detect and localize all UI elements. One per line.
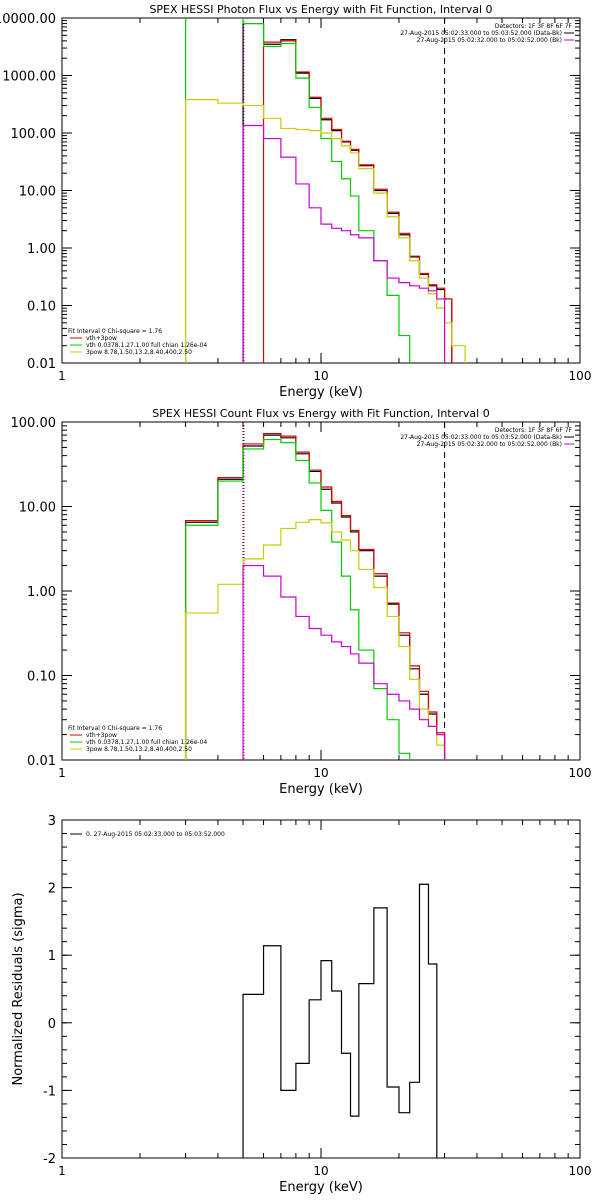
chart-title: SPEX HESSI Count Flux vs Energy with Fit…	[152, 407, 489, 420]
panel-1: SPEX HESSI Photon Flux vs Energy with Fi…	[0, 3, 592, 400]
detectors-label: Detectors: 1F 3F 8F 6F 7F	[495, 23, 573, 30]
time-range-label: 27-Aug-2015 05:02:32.000 to 05:02:52.000…	[417, 441, 562, 448]
legend-entry: 0. 27-Aug-2015 05:02:33.000 to 05:03:52.…	[86, 831, 225, 838]
chart-title: SPEX HESSI Photon Flux vs Energy with Fi…	[149, 3, 492, 16]
series-histogram-3	[184, 438, 411, 760]
legend-entry: vth+3pow	[86, 335, 117, 342]
y-tick-label: 3	[48, 814, 56, 829]
time-range-label: 27-Aug-2015 05:02:33.000 to 05:03:52.000…	[400, 30, 562, 37]
y-tick-label: 100.00	[11, 127, 57, 142]
series-histogram-5	[242, 564, 446, 760]
y-tick-label: 0	[48, 1017, 56, 1032]
y-tick-label: 1	[48, 949, 56, 964]
series-histogram-1	[242, 22, 453, 363]
x-tick-label: 10	[313, 1164, 328, 1178]
series-histogram-2	[262, 40, 453, 363]
plot-area	[184, 18, 466, 363]
x-axis-label: Energy (keV)	[279, 1180, 363, 1195]
y-tick-label: 100.00	[11, 416, 57, 431]
y-tick-label: 2	[48, 882, 56, 897]
fit-header: Fit Interval 0 Chi-square = 1.76	[68, 725, 162, 732]
series-histogram-4	[184, 518, 446, 760]
series-histogram-2	[184, 432, 446, 760]
fit-header: Fit Interval 0 Chi-square = 1.76	[68, 328, 162, 335]
series-histogram-1	[184, 434, 446, 760]
series-histogram-1	[242, 883, 438, 1158]
legend-entry: 3pow 8.78,1.50,13.2,8.40,400,2.50	[86, 746, 192, 753]
x-tick-label: 1	[58, 1164, 66, 1178]
legend-entry: 3pow 8.78,1.50,13.2,8.40,400,2.50	[86, 349, 192, 356]
plot-area	[184, 422, 446, 760]
series-histogram-4	[184, 99, 466, 363]
y-tick-label: 0.01	[27, 357, 56, 372]
x-tick-label: 10	[313, 369, 328, 383]
x-tick-label: 100	[569, 766, 592, 780]
series-histogram-5	[242, 124, 446, 363]
x-tick-label: 1	[58, 369, 66, 383]
x-tick-label: 100	[569, 369, 592, 383]
y-tick-label: 10.00	[19, 185, 56, 200]
y-tick-label: -1	[43, 1084, 56, 1099]
x-tick-label: 100	[569, 1164, 592, 1178]
x-axis-label: Energy (keV)	[279, 782, 363, 797]
detectors-label: Detectors: 1F 3F 8F 6F 7F	[495, 427, 573, 434]
y-tick-label: 1000.00	[2, 70, 56, 85]
time-range-label: 27-Aug-2015 05:02:32.000 to 05:02:52.000…	[417, 37, 562, 44]
legend-entry: vth 0.0378,1.27,1.00 full chian 1.26e-04	[86, 342, 207, 349]
time-range-label: 27-Aug-2015 05:02:33.000 to 05:03:52.000…	[400, 434, 562, 441]
y-tick-label: 0.01	[27, 754, 56, 769]
y-tick-label: 10.00	[19, 501, 56, 516]
plot-area	[242, 883, 438, 1158]
x-tick-label: 1	[58, 766, 66, 780]
x-axis-label: Energy (keV)	[279, 385, 363, 400]
legend-entry: vth+3pow	[86, 732, 117, 739]
x-tick-label: 10	[313, 766, 328, 780]
y-axis-label: Normalized Residuals (sigma)	[11, 892, 26, 1085]
y-tick-label: 0.10	[27, 300, 56, 315]
y-tick-label: 1.00	[27, 242, 56, 257]
y-tick-label: -2	[43, 1152, 56, 1167]
y-tick-label: 10000.00	[0, 12, 56, 27]
panel-2: SPEX HESSI Count Flux vs Energy with Fit…	[11, 407, 592, 797]
plot-frame	[61, 17, 581, 364]
series-histogram-3	[184, 18, 411, 363]
y-tick-label: 0.10	[27, 670, 56, 685]
y-tick-label: 1.00	[27, 585, 56, 600]
legend-entry: vth 0.0378,1.27,1.00 full chian 1.26e-04	[86, 739, 207, 746]
